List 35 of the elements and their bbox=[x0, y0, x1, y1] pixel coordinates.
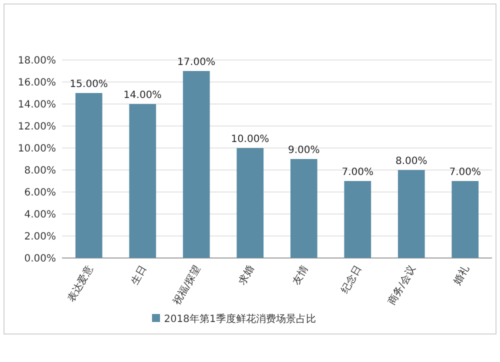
y-tick-label: 12.00% bbox=[18, 122, 56, 132]
y-tick-label: 2.00% bbox=[24, 232, 56, 242]
bar bbox=[129, 104, 156, 258]
x-tick-label: 求婚 bbox=[236, 264, 257, 287]
data-label: 15.00% bbox=[70, 79, 108, 90]
data-label: 10.00% bbox=[231, 134, 270, 145]
data-label: 7.00% bbox=[449, 167, 482, 178]
data-label: 8.00% bbox=[395, 156, 428, 167]
bar bbox=[290, 159, 318, 258]
data-label: 17.00% bbox=[177, 57, 216, 68]
data-label: 7.00% bbox=[342, 167, 374, 178]
x-tick-label: 友情 bbox=[290, 264, 310, 287]
bar bbox=[452, 181, 479, 258]
x-tick-label: 生日 bbox=[128, 264, 150, 287]
x-tick-label: 商务/会议 bbox=[386, 264, 418, 308]
bar bbox=[344, 181, 372, 258]
y-tick-label: 10.00% bbox=[18, 144, 56, 154]
y-tick-label: 6.00% bbox=[24, 188, 56, 198]
x-tick-label: 表达爱意 bbox=[65, 264, 96, 304]
x-tick-label: 纪念日 bbox=[338, 264, 364, 296]
y-tick-label: 18.00% bbox=[18, 56, 56, 66]
legend-label: 2018年第1季度鲜花消费场景占比 bbox=[164, 313, 316, 325]
y-tick-label: 16.00% bbox=[18, 78, 56, 88]
x-tick-label: 祝福/探望 bbox=[170, 264, 203, 308]
data-label: 9.00% bbox=[288, 145, 320, 156]
bar bbox=[398, 170, 425, 258]
bar bbox=[236, 148, 264, 258]
bar bbox=[182, 71, 210, 258]
y-tick-label: 8.00% bbox=[24, 166, 56, 176]
y-tick-label: 14.00% bbox=[18, 100, 56, 110]
x-tick-label: 婚礼 bbox=[451, 264, 472, 287]
bar bbox=[75, 93, 102, 258]
y-tick-label: 4.00% bbox=[24, 210, 56, 220]
data-label: 14.00% bbox=[124, 90, 162, 101]
y-tick-label: 0.00% bbox=[24, 254, 56, 264]
